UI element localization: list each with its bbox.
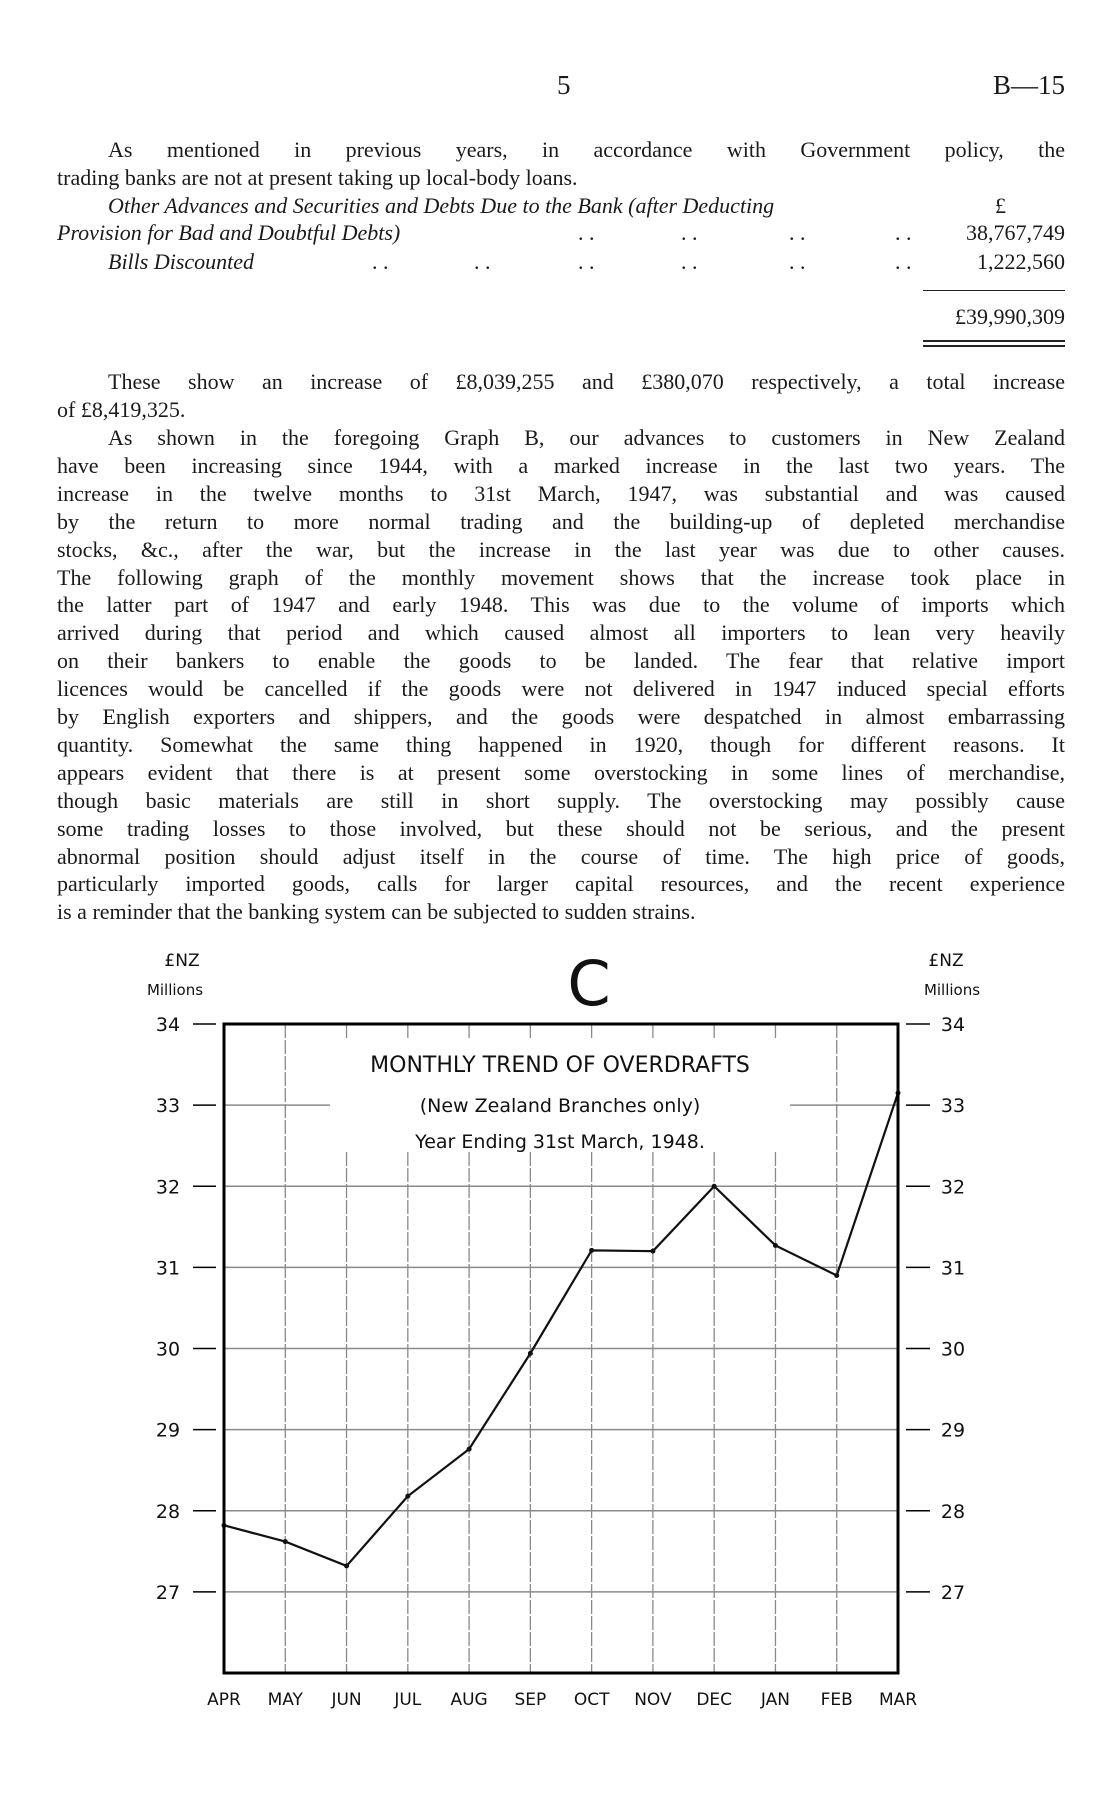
text-line: particularly imported goods, calls for l…: [57, 871, 1065, 897]
text-line: As mentioned in previous years, in accor…: [108, 137, 1065, 162]
y-tick-label-right: 29: [941, 1420, 965, 1442]
leader-dots: . .: [895, 249, 912, 274]
title-backdrop: [330, 1040, 790, 1152]
leader-dots: . .: [578, 220, 595, 245]
graph-letter: C: [567, 947, 610, 1020]
page-number: 5: [557, 70, 571, 100]
text-line: appears evident that there is at present…: [57, 759, 1065, 785]
total-double-rule-top: [923, 340, 1065, 342]
data-point-aug: [466, 1446, 472, 1452]
x-tick-label: MAR: [879, 1690, 917, 1710]
row-value-bills: 1,222,560: [977, 249, 1065, 274]
x-tick-label: JAN: [760, 1690, 790, 1710]
data-point-dec: [711, 1183, 717, 1189]
overdrafts-line-chart: £NZ Millions £NZ Millions C MONTHLY TREN…: [147, 947, 980, 1710]
y-tick-label-left: 27: [156, 1582, 180, 1604]
row-label-advances: Other Advances and Securities and Debts …: [108, 193, 775, 218]
x-tick-label: JUN: [330, 1690, 361, 1710]
text-line: have been increasing since 1944, with a …: [57, 452, 1065, 478]
y-tick-label-right: 31: [941, 1257, 965, 1279]
y-tick-label-right: 32: [941, 1176, 965, 1198]
leader-dots: . .: [372, 249, 389, 274]
y-tick-label-left: 33: [156, 1095, 180, 1117]
data-point-jul: [405, 1493, 411, 1499]
text-line: abnormal position should adjust itself i…: [57, 843, 1065, 869]
series-overdrafts: [221, 1090, 901, 1569]
row-value-advances: 38,767,749: [966, 220, 1065, 245]
leader-dots: . .: [474, 249, 491, 274]
x-tick-label: AUG: [450, 1690, 487, 1710]
data-point-jun: [344, 1563, 350, 1569]
data-point-may: [282, 1539, 288, 1545]
data-point-jan: [772, 1242, 778, 1248]
plot-frame: [222, 1022, 900, 1675]
chart-subtitle: (New Zealand Branches only): [420, 1095, 701, 1117]
left-axis-unit: £NZ: [164, 951, 199, 971]
text-line: some trading losses to those involved, b…: [57, 815, 1065, 841]
text-line: stocks, &c., after the war, but the incr…: [57, 536, 1065, 562]
leader-dots: . .: [789, 220, 806, 245]
leader-dots: . .: [578, 249, 595, 274]
leader-dots: . .: [681, 220, 698, 245]
text-line: trading banks are not at present taking …: [57, 164, 578, 190]
x-tick-label: MAY: [268, 1690, 304, 1710]
axis-ticks: 34 34 33 33 32 32 31 31 30 30 29 29 28 28 27 27 APR MAY JU…: [156, 1014, 965, 1710]
text-line: As shown in the foregoing Graph B, our a…: [108, 425, 1065, 450]
total-double-rule-bottom: [923, 345, 1065, 347]
text-line: arrived during that period and which cau…: [57, 620, 1065, 646]
y-tick-label-left: 29: [156, 1420, 180, 1442]
x-tick-label: SEP: [514, 1690, 546, 1710]
document-reference: B—15: [992, 70, 1065, 100]
data-point-nov: [650, 1248, 656, 1254]
text-line: by English exporters and shippers, and t…: [57, 704, 1065, 729]
x-tick-label: DEC: [696, 1690, 732, 1710]
y-tick-label-left: 31: [156, 1257, 180, 1279]
text-line: increase in the twelve months to 31st Ma…: [57, 480, 1065, 506]
row-label-advances-cont: Provision for Bad and Doubtful Debts): [57, 220, 401, 245]
currency-symbol: £: [995, 193, 1006, 218]
leader-dots: . .: [681, 249, 698, 274]
right-axis-unit-millions: Millions: [924, 981, 980, 999]
data-point-feb: [834, 1272, 840, 1278]
y-tick-label-right: 27: [941, 1582, 965, 1604]
y-tick-label-left: 28: [156, 1501, 180, 1523]
text-line: on their bankers to enable the goods to …: [57, 648, 1065, 674]
y-tick-label-right: 33: [941, 1095, 965, 1117]
text-line: by the return to more normal trading and…: [57, 508, 1065, 534]
right-axis-unit: £NZ: [928, 951, 963, 971]
chart-subtitle-year: Year Ending 31st March, 1948.: [414, 1131, 705, 1153]
y-tick-label-right: 34: [941, 1014, 965, 1036]
x-tick-label: NOV: [634, 1690, 672, 1710]
y-tick-label-left: 32: [156, 1176, 180, 1198]
y-tick-label-left: 34: [156, 1014, 180, 1036]
text-line: is a reminder that the banking system ca…: [57, 899, 696, 925]
data-point-sep: [527, 1350, 533, 1356]
text-line: licences would be cancelled if the goods…: [57, 676, 1065, 702]
series-line: [223, 1092, 900, 1568]
text-line: though basic materials are still in shor…: [57, 787, 1065, 813]
y-tick-label-right: 28: [941, 1501, 965, 1523]
text-line: of £8,419,325.: [57, 396, 186, 422]
x-tick-label: OCT: [574, 1690, 610, 1710]
left-axis-unit-millions: Millions: [147, 981, 203, 999]
x-tick-label: FEB: [821, 1690, 853, 1710]
statement-total: £39,990,309: [955, 304, 1065, 329]
leader-dots: . .: [895, 220, 912, 245]
data-point-oct: [589, 1247, 595, 1253]
row-label-bills: Bills Discounted: [108, 249, 255, 274]
x-tick-label: APR: [207, 1690, 241, 1710]
leader-dots: . .: [789, 249, 806, 274]
chart-title: MONTHLY TREND OF OVERDRAFTS: [370, 1053, 750, 1078]
text-line: the latter part of 1947 and early 1948. …: [57, 592, 1065, 618]
y-tick-label-left: 30: [156, 1339, 180, 1361]
y-tick-label-right: 30: [941, 1339, 965, 1361]
text-line: These show an increase of £8,039,255 and…: [108, 369, 1065, 394]
x-tick-label: JUL: [393, 1690, 421, 1710]
sum-rule: [923, 290, 1065, 291]
text-line: The following graph of the monthly movem…: [57, 564, 1065, 590]
text-line: quantity. Somewhat the same thing happen…: [57, 731, 1065, 757]
